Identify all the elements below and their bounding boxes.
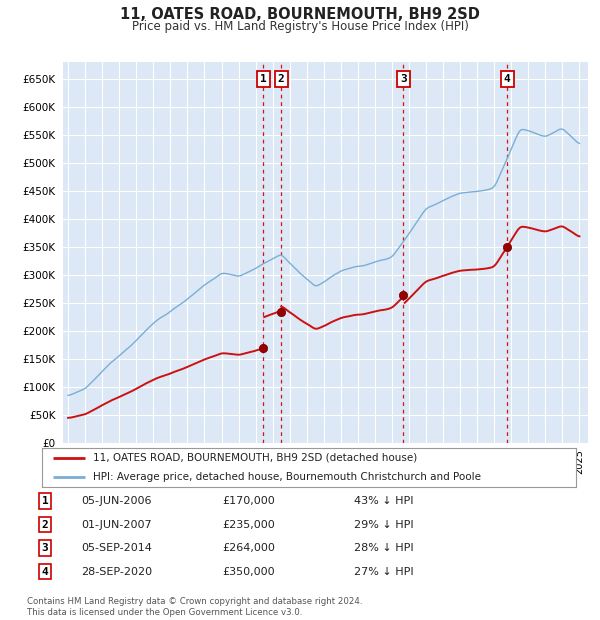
Text: £235,000: £235,000 — [222, 520, 275, 529]
Text: 05-JUN-2006: 05-JUN-2006 — [81, 496, 151, 506]
Text: HPI: Average price, detached house, Bournemouth Christchurch and Poole: HPI: Average price, detached house, Bour… — [93, 472, 481, 482]
Text: 28-SEP-2020: 28-SEP-2020 — [81, 567, 152, 577]
Text: £170,000: £170,000 — [222, 496, 275, 506]
Text: 27% ↓ HPI: 27% ↓ HPI — [354, 567, 413, 577]
Text: £264,000: £264,000 — [222, 543, 275, 553]
Text: Price paid vs. HM Land Registry's House Price Index (HPI): Price paid vs. HM Land Registry's House … — [131, 20, 469, 33]
Text: 4: 4 — [41, 567, 49, 577]
Text: 1: 1 — [41, 496, 49, 506]
Text: 3: 3 — [400, 74, 407, 84]
Text: 11, OATES ROAD, BOURNEMOUTH, BH9 2SD (detached house): 11, OATES ROAD, BOURNEMOUTH, BH9 2SD (de… — [93, 453, 417, 463]
Text: 11, OATES ROAD, BOURNEMOUTH, BH9 2SD: 11, OATES ROAD, BOURNEMOUTH, BH9 2SD — [120, 7, 480, 22]
Text: 1: 1 — [260, 74, 266, 84]
Text: 01-JUN-2007: 01-JUN-2007 — [81, 520, 152, 529]
Text: 2: 2 — [278, 74, 284, 84]
Text: 05-SEP-2014: 05-SEP-2014 — [81, 543, 152, 553]
Text: 3: 3 — [41, 543, 49, 553]
Text: 28% ↓ HPI: 28% ↓ HPI — [354, 543, 413, 553]
Text: 2: 2 — [41, 520, 49, 529]
Text: 4: 4 — [503, 74, 511, 84]
Text: 43% ↓ HPI: 43% ↓ HPI — [354, 496, 413, 506]
Text: 29% ↓ HPI: 29% ↓ HPI — [354, 520, 413, 529]
Text: Contains HM Land Registry data © Crown copyright and database right 2024.
This d: Contains HM Land Registry data © Crown c… — [27, 598, 362, 617]
Text: £350,000: £350,000 — [222, 567, 275, 577]
